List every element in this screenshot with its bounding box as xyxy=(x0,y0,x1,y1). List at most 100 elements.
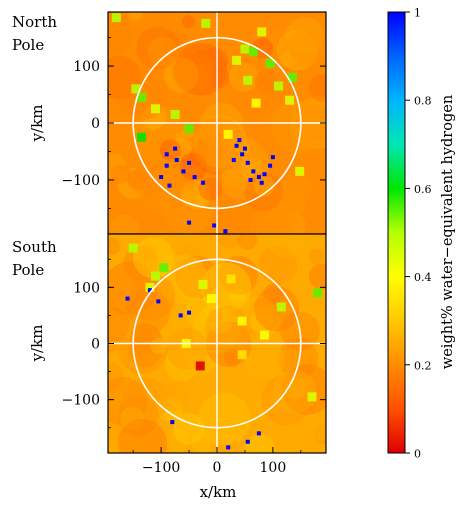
y-tick-label: 0 xyxy=(91,337,100,353)
terrain-shading xyxy=(175,255,219,299)
terrain-shading xyxy=(308,73,326,102)
y-tick-label: −100 xyxy=(62,173,100,189)
x-tick-label: 100 xyxy=(260,460,287,476)
terrain-shading xyxy=(120,406,145,431)
hydrogen-cell xyxy=(256,175,261,180)
colorbar-tick-label: 1 xyxy=(414,7,421,20)
hydrogen-cell xyxy=(174,158,179,162)
terrain-shading xyxy=(180,96,207,123)
x-tick-label: 0 xyxy=(213,460,222,476)
terrain-shading xyxy=(191,432,212,453)
hydrogen-cell xyxy=(240,152,245,157)
terrain-shading xyxy=(108,211,146,234)
terrain-shading xyxy=(108,376,148,426)
terrain-shading xyxy=(205,197,261,234)
terrain-shading xyxy=(160,383,188,411)
terrain-shading xyxy=(258,245,298,285)
hydrogen-cell xyxy=(237,138,242,143)
colorbar-ticks: 1 0.8 0.6 0.4 0.2 0 xyxy=(405,7,432,461)
hydrogen-cell xyxy=(187,160,192,165)
hydrogen-cell xyxy=(212,223,217,228)
north-panel-label-line2: Pole xyxy=(12,36,44,54)
colorbar-label: weight% water−equivalent hydrogen xyxy=(440,95,456,369)
terrain-shading xyxy=(209,310,233,334)
terrain-shading xyxy=(191,50,206,65)
terrain-shading xyxy=(164,426,191,453)
terrain-shading xyxy=(207,308,224,325)
terrain-shading xyxy=(127,333,162,368)
terrain-shading xyxy=(162,183,214,234)
hydrogen-cell xyxy=(187,220,192,225)
south-y-axis-label: y/km xyxy=(28,325,46,363)
hydrogen-cell xyxy=(248,177,253,182)
hydrogen-cell xyxy=(231,158,236,162)
hydrogen-cell xyxy=(145,282,155,292)
hydrogen-cell xyxy=(170,420,175,425)
terrain-shading xyxy=(264,234,310,258)
hydrogen-cell xyxy=(257,27,267,37)
terrain-shading xyxy=(108,237,121,255)
terrain-shading xyxy=(117,418,168,453)
terrain-shading xyxy=(178,137,208,167)
terrain-shading xyxy=(165,327,208,370)
south-x-axis-label: x/km xyxy=(200,483,237,501)
terrain-shading xyxy=(223,348,242,366)
hydrogen-cell xyxy=(206,294,216,304)
hydrogen-cell xyxy=(260,330,270,340)
south-pole-panel: 100 0 −100 −100 0 100 South Pole y/km x/km xyxy=(12,233,327,501)
north-panel-label-line1: North xyxy=(12,13,57,31)
terrain-shading xyxy=(249,306,280,337)
hydrogen-cell xyxy=(195,361,205,371)
hydrogen-cell xyxy=(181,169,186,174)
colorbar-tick-label: 0 xyxy=(414,448,421,461)
terrain-shading xyxy=(310,420,326,442)
hydrogen-cell xyxy=(201,180,206,185)
y-tick-label: −100 xyxy=(62,393,100,409)
hydrogen-cell xyxy=(251,98,261,108)
terrain-shading xyxy=(108,306,129,344)
terrain-shading xyxy=(288,28,325,65)
terrain-shading xyxy=(179,152,208,181)
hydrogen-cell xyxy=(137,92,147,102)
hydrogen-cell xyxy=(245,439,250,444)
north-y-axis-label: y/km xyxy=(28,105,46,143)
terrain-shading xyxy=(285,17,325,56)
terrain-shading xyxy=(229,287,246,304)
terrain-shading xyxy=(159,139,182,161)
terrain-shading xyxy=(143,244,157,258)
hydrogen-cell xyxy=(256,431,261,436)
hydrogen-cell xyxy=(276,302,286,312)
y-tick-label: 100 xyxy=(73,280,100,296)
terrain-shading xyxy=(139,110,161,132)
terrain-shading xyxy=(283,175,312,204)
hydrogen-cell xyxy=(198,280,208,290)
hydrogen-cell xyxy=(259,180,264,185)
hydrogen-cell xyxy=(156,299,161,304)
hydrogen-cell xyxy=(111,13,121,23)
hydrogen-cell xyxy=(295,166,305,176)
terrain-shading xyxy=(241,304,273,336)
terrain-shading xyxy=(267,28,296,57)
hydrogen-cell xyxy=(151,104,161,114)
terrain-shading xyxy=(110,164,131,185)
terrain-shading xyxy=(108,12,134,54)
terrain-shading xyxy=(237,234,258,250)
terrain-shading xyxy=(123,245,158,281)
terrain-shading xyxy=(272,370,317,414)
terrain-shading xyxy=(314,422,326,445)
hydrogen-cell xyxy=(167,183,172,188)
hydrogen-cell xyxy=(232,55,242,65)
hydrogen-cell xyxy=(125,296,130,301)
hydrogen-cell xyxy=(313,288,323,298)
colorbar-tick-label: 0.4 xyxy=(414,271,432,284)
hydrogen-cell xyxy=(147,288,152,293)
terrain-shading xyxy=(259,181,306,227)
terrain-shading xyxy=(108,361,124,392)
hydrogen-cell xyxy=(287,72,297,82)
terrain-shading xyxy=(201,47,229,74)
terrain-shading xyxy=(242,296,277,331)
terrain-shading xyxy=(174,43,228,96)
hydrogen-cell xyxy=(128,243,138,253)
terrain-shading xyxy=(247,298,279,330)
